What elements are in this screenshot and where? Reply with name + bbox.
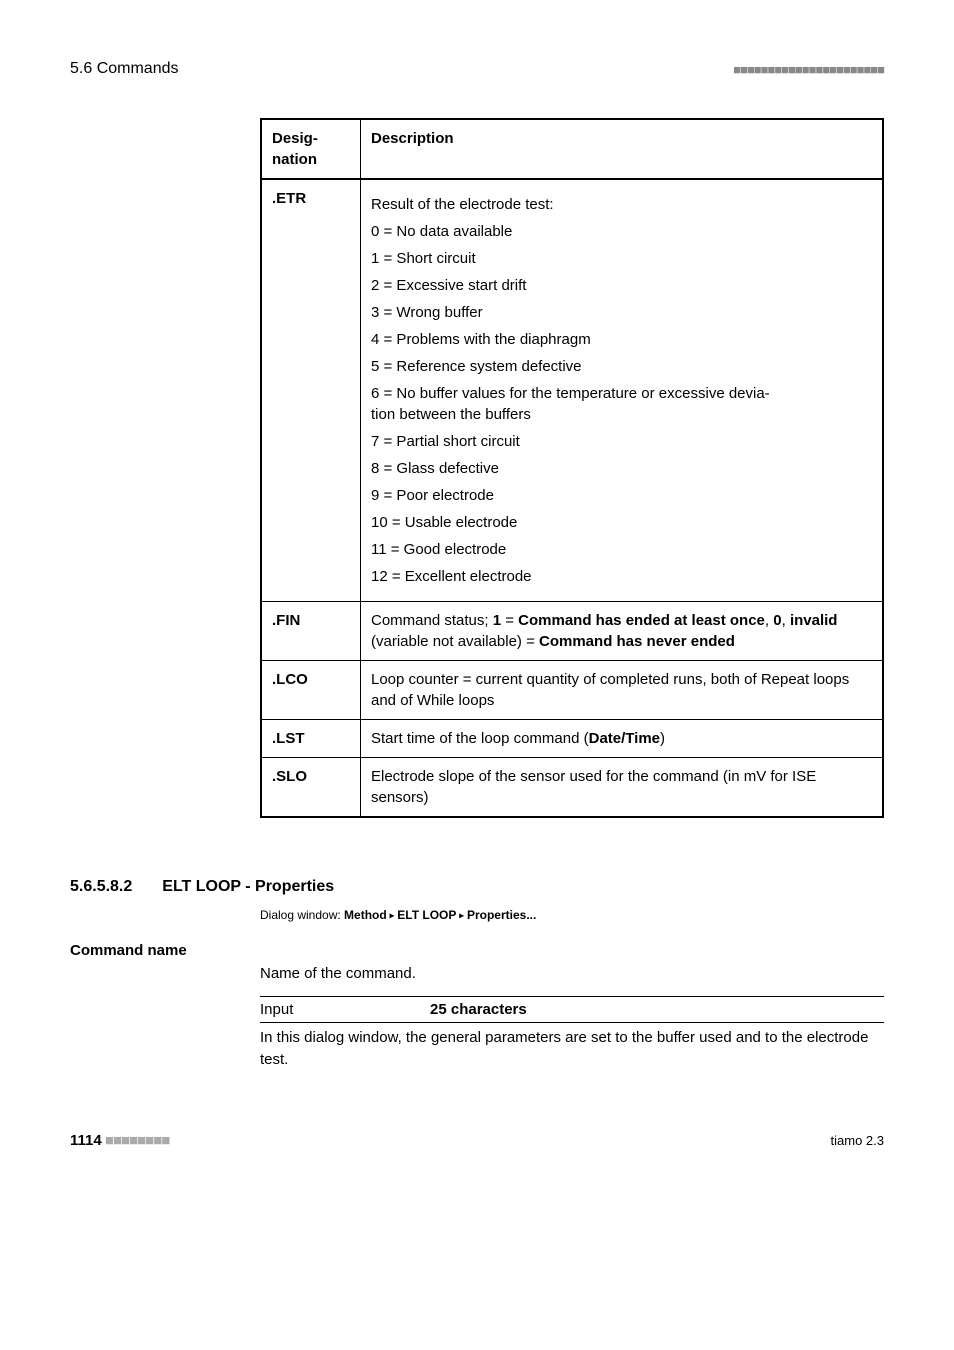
- table-row: .SLO Electrode slope of the sensor used …: [261, 758, 883, 818]
- desig-cell: .LCO: [261, 661, 361, 720]
- lst-text: ): [660, 730, 665, 747]
- etr-line: 9 = Poor electrode: [371, 485, 872, 506]
- desc-cell: Start time of the loop command (Date/Tim…: [361, 720, 884, 758]
- footer-page: 1114 ■■■■■■■■: [70, 1132, 169, 1149]
- desig-cell: .ETR: [261, 179, 361, 602]
- section-title: ELT LOOP - Properties: [162, 878, 334, 896]
- etr-line: 2 = Excessive start drift: [371, 275, 872, 296]
- breadcrumb-item: ELT LOOP: [397, 908, 456, 922]
- lst-text: Start time of the loop command (: [371, 730, 589, 747]
- desc-cell: Loop counter = current quantity of compl…: [361, 661, 884, 720]
- section-number: 5.6.5.8.2: [70, 878, 132, 896]
- desig-cell: .SLO: [261, 758, 361, 818]
- etr-line: 1 = Short circuit: [371, 248, 872, 269]
- fin-text: Command status;: [371, 612, 493, 629]
- breadcrumb-item: Method: [344, 908, 387, 922]
- th-description: Description: [361, 119, 884, 179]
- breadcrumb: Dialog window: Method ▸ ELT LOOP ▸ Prope…: [260, 908, 884, 922]
- fin-text: ,: [765, 612, 773, 629]
- input-value: 25 characters: [430, 1001, 527, 1018]
- fin-bold: Command has never ended: [539, 633, 735, 650]
- header-dots: ■■■■■■■■■■■■■■■■■■■■■■: [733, 62, 884, 77]
- breadcrumb-label: Dialog window:: [260, 908, 344, 922]
- header-section: 5.6 Commands: [70, 60, 179, 78]
- fin-bold: 0: [773, 612, 781, 629]
- section-heading: 5.6.5.8.2 ELT LOOP - Properties: [70, 848, 884, 902]
- footer-right: tiamo 2.3: [831, 1133, 884, 1148]
- etr-line: Result of the electrode test:: [371, 194, 872, 215]
- desig-cell: .FIN: [261, 602, 361, 661]
- desig-cell: .LST: [261, 720, 361, 758]
- etr-line: 8 = Glass defective: [371, 458, 872, 479]
- lst-bold: Date/Time: [589, 730, 660, 747]
- description-table: Desig- nation Description .ETR Result of…: [260, 118, 884, 818]
- description-table-wrap: Desig- nation Description .ETR Result of…: [260, 118, 884, 818]
- etr-line: 3 = Wrong buffer: [371, 302, 872, 323]
- chevron-right-icon: ▸: [456, 910, 467, 921]
- desc-cell: Electrode slope of the sensor used for t…: [361, 758, 884, 818]
- closing-text: In this dialog window, the general param…: [260, 1027, 884, 1072]
- chevron-right-icon: ▸: [387, 910, 398, 921]
- table-row: .LCO Loop counter = current quantity of …: [261, 661, 883, 720]
- fin-bold: Command has ended at least once: [518, 612, 765, 629]
- etr-line: 4 = Problems with the diaphragm: [371, 329, 872, 350]
- input-row: Input 25 characters: [260, 996, 884, 1023]
- etr-line: 5 = Reference system defective: [371, 356, 872, 377]
- etr-line: 12 = Excellent electrode: [371, 566, 872, 587]
- fin-bold: invalid: [790, 612, 838, 629]
- page-header: 5.6 Commands ■■■■■■■■■■■■■■■■■■■■■■: [70, 60, 884, 78]
- etr-line: 10 = Usable electrode: [371, 512, 872, 533]
- etr-line: 6 = No buffer values for the temperature…: [371, 383, 872, 425]
- fin-bold: 1: [493, 612, 501, 629]
- footer-dots: ■■■■■■■■: [102, 1132, 170, 1149]
- page-footer: 1114 ■■■■■■■■ tiamo 2.3: [70, 1132, 884, 1149]
- th-designation: Desig- nation: [261, 119, 361, 179]
- page-number: 1114: [70, 1132, 102, 1149]
- fin-text: (variable not available) =: [371, 633, 539, 650]
- etr-line: 7 = Partial short circuit: [371, 431, 872, 452]
- etr-line: 0 = No data available: [371, 221, 872, 242]
- fin-text: ,: [782, 612, 790, 629]
- etr-line: 11 = Good electrode: [371, 539, 872, 560]
- body-text: Name of the command.: [260, 963, 884, 986]
- table-row: .ETR Result of the electrode test: 0 = N…: [261, 179, 883, 602]
- desc-cell: Result of the electrode test: 0 = No dat…: [361, 179, 884, 602]
- command-name-label: Command name: [70, 942, 884, 959]
- fin-text: =: [501, 612, 518, 629]
- breadcrumb-item: Properties...: [467, 908, 536, 922]
- table-row: .LST Start time of the loop command (Dat…: [261, 720, 883, 758]
- input-label: Input: [260, 1001, 320, 1018]
- table-row: .FIN Command status; 1 = Command has end…: [261, 602, 883, 661]
- desc-cell: Command status; 1 = Command has ended at…: [361, 602, 884, 661]
